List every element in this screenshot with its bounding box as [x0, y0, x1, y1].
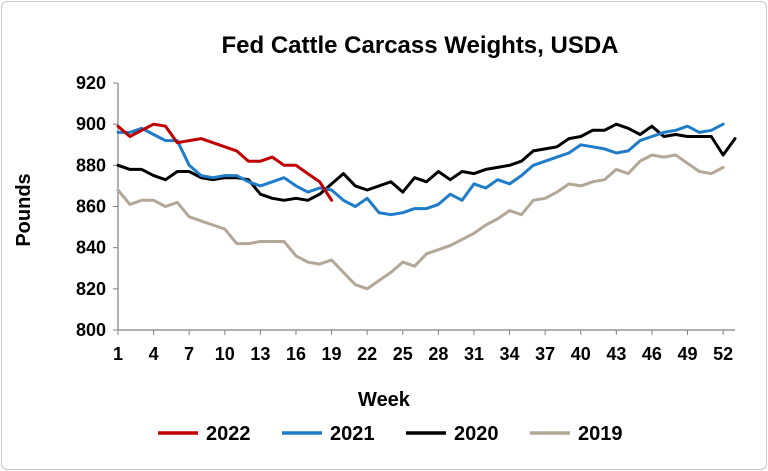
x-tick-label: 1	[113, 344, 123, 364]
x-tick-label: 19	[322, 344, 342, 364]
y-tick-label: 860	[76, 197, 106, 217]
x-axis-ticks: 1 4 7 10 13 16 19 22 25 28 31 34 37 40 43 46 49 52	[113, 330, 733, 364]
legend-label: 2022	[206, 423, 251, 445]
x-tick-label: 25	[393, 344, 413, 364]
y-tick-label: 800	[76, 320, 106, 340]
legend-label: 2019	[578, 423, 623, 445]
y-tick-label: 920	[76, 73, 106, 93]
x-tick-label: 28	[428, 344, 448, 364]
series-line-2022	[116, 122, 334, 202]
x-tick-label: 10	[215, 344, 235, 364]
legend: 2022 2021 2020 2019	[158, 423, 623, 445]
x-tick-label: 49	[678, 344, 698, 364]
x-tick-label: 37	[535, 344, 555, 364]
axes	[117, 83, 735, 331]
legend-label: 2020	[454, 423, 499, 445]
y-tick-label: 880	[76, 155, 106, 175]
x-axis-label: Week	[358, 389, 411, 411]
legend-item-2020: 2020	[406, 423, 499, 445]
x-tick-label: 13	[250, 344, 270, 364]
legend-item-2021: 2021	[282, 423, 375, 445]
y-axis-ticks: 800 820 840 860 880 900 920	[76, 73, 118, 340]
chart-title: Fed Cattle Carcass Weights, USDA	[222, 32, 619, 59]
series-line-2021	[116, 122, 725, 217]
legend-item-2019: 2019	[530, 423, 623, 445]
x-tick-label: 31	[464, 344, 484, 364]
x-tick-label: 7	[184, 344, 194, 364]
y-axis-label: Pounds	[13, 173, 35, 246]
y-tick-label: 900	[76, 114, 106, 134]
x-tick-label: 16	[286, 344, 306, 364]
x-tick-label: 43	[606, 344, 626, 364]
x-tick-label: 34	[500, 344, 520, 364]
series-line-2019	[116, 153, 725, 291]
x-tick-label: 40	[571, 344, 591, 364]
legend-item-2022: 2022	[158, 423, 251, 445]
y-tick-label: 820	[76, 279, 106, 299]
x-tick-label: 22	[357, 344, 377, 364]
x-tick-label: 52	[713, 344, 733, 364]
series-lines	[116, 122, 737, 291]
x-tick-label: 46	[642, 344, 662, 364]
y-tick-label: 840	[76, 238, 106, 258]
x-tick-label: 4	[149, 344, 159, 364]
series-line-2020	[116, 122, 737, 202]
legend-label: 2021	[330, 423, 375, 445]
